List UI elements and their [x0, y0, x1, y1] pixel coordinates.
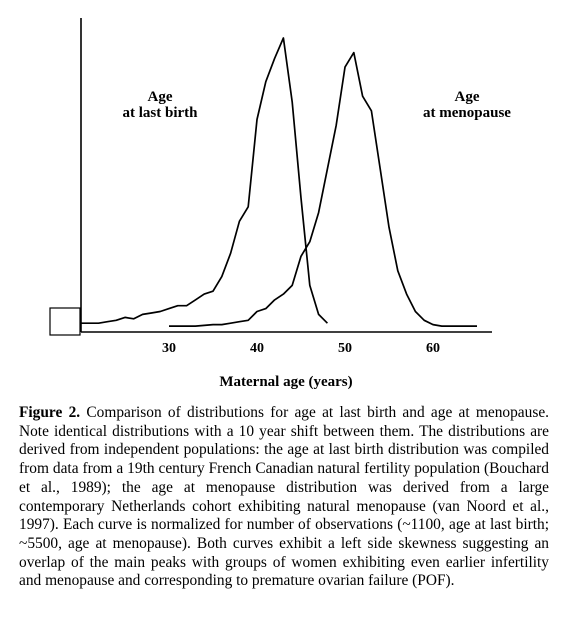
series-line-0	[81, 37, 329, 325]
origin-box	[49, 307, 81, 336]
x-tick-label: 30	[162, 341, 176, 356]
series-line-1	[169, 51, 477, 327]
chart-series	[81, 37, 477, 327]
series-label-last-birth-line2: at last birth	[123, 105, 199, 121]
axes	[49, 18, 492, 336]
distribution-chart: 30 40 50 60 Age at last birth Age at menopa…	[49, 18, 511, 390]
x-tick-labels: 30 40 50 60	[162, 341, 440, 356]
figure-label: Figure 2.	[19, 404, 81, 421]
figure-caption: Figure 2. Comparison of distributions fo…	[19, 404, 549, 591]
x-tick-label: 60	[426, 341, 440, 356]
series-label-menopause-line2: at menopause	[423, 105, 511, 121]
series-label-menopause: Age at menopause	[423, 89, 511, 121]
caption-text: Comparison of distributions for age at l…	[19, 404, 550, 590]
series-label-last-birth-line1: Age	[148, 89, 173, 105]
series-label-menopause-line1: Age	[455, 89, 480, 105]
x-axis-title: Maternal age (years)	[219, 374, 352, 390]
x-tick-label: 40	[250, 341, 264, 356]
x-tick-label: 50	[338, 341, 352, 356]
series-label-last-birth: Age at last birth	[123, 89, 199, 121]
